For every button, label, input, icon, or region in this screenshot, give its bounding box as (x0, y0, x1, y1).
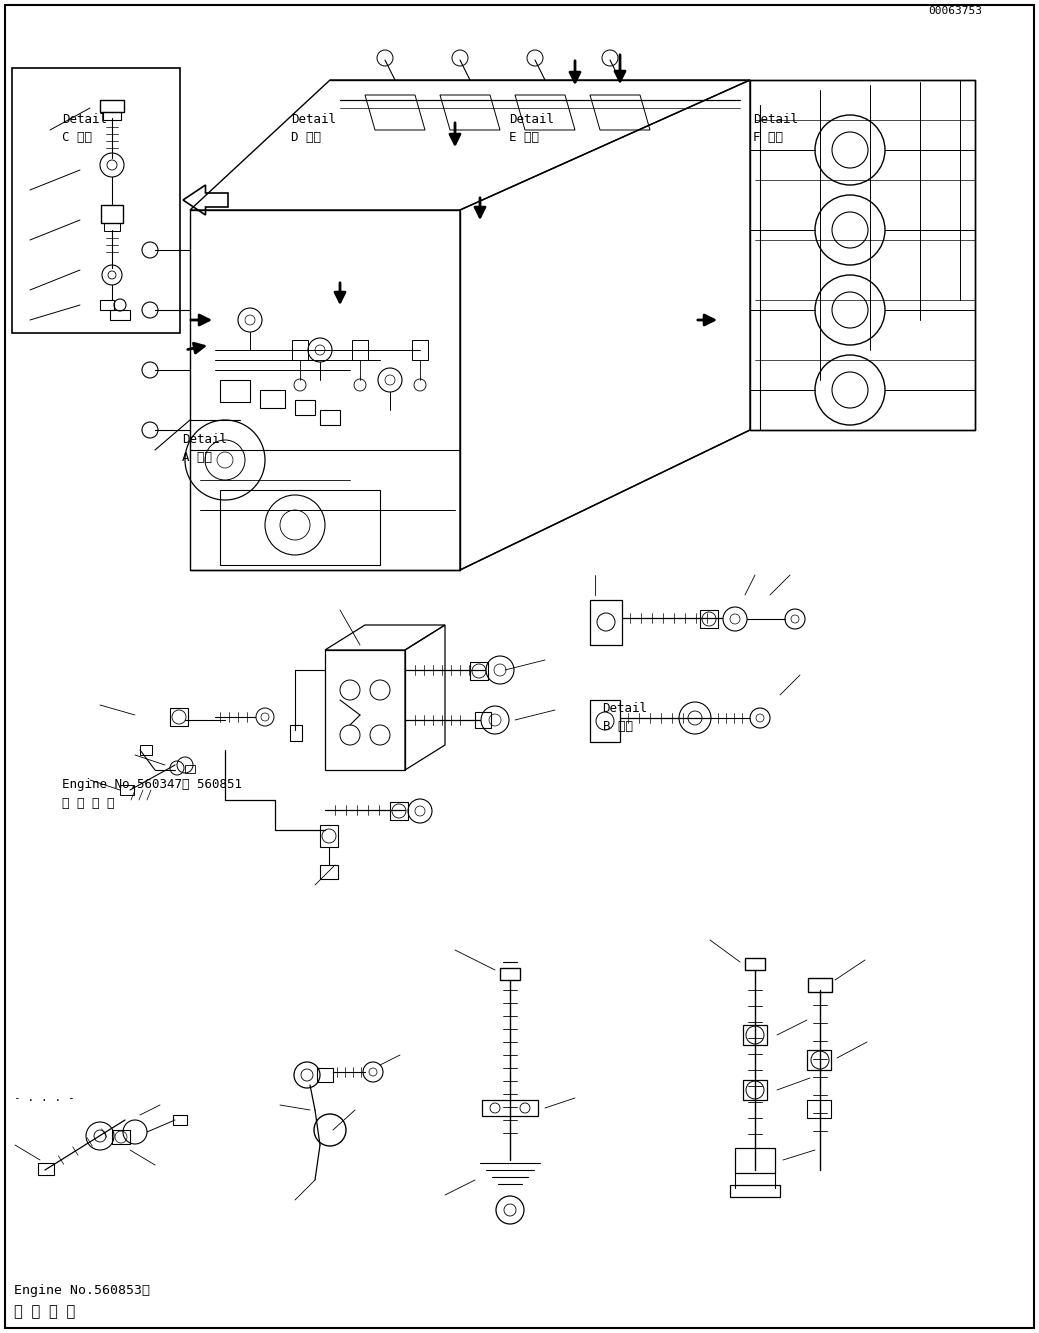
Text: Engine No.560347～ 560851: Engine No.560347～ 560851 (62, 778, 242, 792)
Bar (103, 112, 121, 120)
Text: Detail: Detail (182, 433, 227, 447)
Bar (590, 700, 620, 742)
Text: Detail: Detail (509, 113, 554, 127)
Bar (475, 712, 491, 728)
Text: 適 用 号 機: 適 用 号 機 (14, 1304, 75, 1318)
Bar (590, 600, 622, 645)
Bar (110, 311, 130, 320)
Polygon shape (183, 185, 228, 215)
Bar (100, 100, 124, 112)
Text: Engine No.560853～: Engine No.560853～ (14, 1284, 150, 1297)
Text: D 詳細: D 詳細 (291, 131, 321, 144)
Text: 00063753: 00063753 (928, 5, 982, 16)
Bar (295, 400, 315, 415)
Text: E 詳細: E 詳細 (509, 131, 539, 144)
Bar (730, 1185, 780, 1197)
Bar (807, 1100, 831, 1118)
Bar (112, 1130, 130, 1144)
Bar (170, 708, 188, 726)
Bar (700, 611, 718, 628)
Bar (482, 1100, 538, 1116)
Bar (290, 725, 302, 741)
Bar (352, 340, 368, 360)
Bar (412, 340, 428, 360)
Bar (174, 1114, 187, 1125)
Bar (500, 968, 520, 980)
Bar (320, 411, 340, 425)
Bar (743, 1025, 767, 1045)
Bar (119, 785, 134, 794)
Bar (38, 1162, 54, 1174)
Text: Detail: Detail (291, 113, 336, 127)
Text: Detail: Detail (62, 113, 107, 127)
Bar (808, 978, 832, 992)
Bar (807, 1050, 831, 1070)
Bar (470, 663, 488, 680)
Bar (185, 765, 195, 773)
Bar (320, 825, 338, 846)
Bar (140, 745, 152, 754)
Bar (320, 865, 338, 878)
Bar (101, 205, 123, 223)
Bar (260, 391, 285, 408)
Text: B 詳細: B 詳細 (603, 720, 633, 733)
Bar (743, 1080, 767, 1100)
Bar (104, 223, 119, 231)
Bar (12, 68, 180, 333)
Text: A 詳細: A 詳細 (182, 451, 212, 464)
Bar (745, 958, 765, 970)
Bar (735, 1148, 775, 1173)
Text: Detail: Detail (753, 113, 798, 127)
Text: Detail: Detail (603, 702, 647, 716)
Bar (317, 1068, 334, 1082)
Bar (292, 340, 308, 360)
Text: C 詳細: C 詳細 (62, 131, 92, 144)
Text: - . . . -: - . . . - (14, 1093, 74, 1104)
Bar (390, 802, 408, 820)
Text: F 詳細: F 詳細 (753, 131, 783, 144)
Bar (100, 300, 114, 311)
Bar (220, 380, 250, 403)
Text: 適 用 号 機: 適 用 号 機 (62, 797, 115, 810)
